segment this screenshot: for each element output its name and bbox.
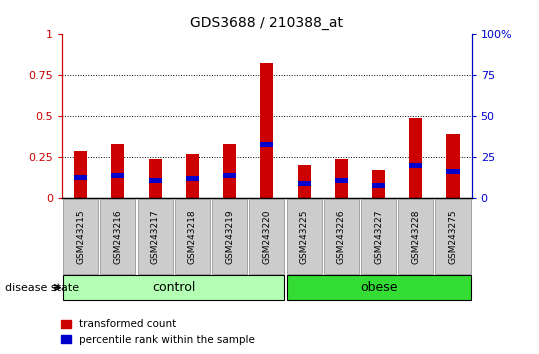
Text: GSM243219: GSM243219 (225, 209, 234, 264)
Text: GSM243220: GSM243220 (262, 209, 271, 263)
Bar (149, 178, 162, 183)
Text: GSM243217: GSM243217 (150, 209, 160, 264)
Bar (298, 165, 310, 198)
Text: GSM243228: GSM243228 (411, 209, 420, 263)
Bar (149, 159, 162, 198)
Bar (298, 181, 310, 186)
Text: control: control (152, 281, 196, 294)
Text: disease state: disease state (5, 282, 80, 293)
Bar (223, 173, 236, 178)
Bar (74, 150, 87, 198)
Text: GSM243218: GSM243218 (188, 209, 197, 264)
Text: GSM243227: GSM243227 (374, 209, 383, 263)
Text: GSM243225: GSM243225 (300, 209, 308, 263)
Text: GSM243215: GSM243215 (76, 209, 85, 264)
Bar (409, 118, 422, 198)
Bar (186, 176, 199, 181)
Legend: transformed count, percentile rank within the sample: transformed count, percentile rank withi… (57, 315, 259, 349)
Text: GSM243216: GSM243216 (113, 209, 122, 264)
Bar (223, 144, 236, 198)
Bar (112, 173, 125, 178)
Bar (335, 159, 348, 198)
Bar (446, 134, 460, 198)
Bar (372, 170, 385, 198)
Title: GDS3688 / 210388_at: GDS3688 / 210388_at (190, 16, 343, 30)
Text: GSM243226: GSM243226 (337, 209, 346, 263)
Bar (260, 142, 273, 147)
Bar (446, 169, 460, 174)
Bar (186, 154, 199, 198)
Bar (372, 183, 385, 188)
Text: obese: obese (360, 281, 397, 294)
Text: GSM243275: GSM243275 (448, 209, 458, 264)
Bar (335, 178, 348, 183)
Bar (74, 175, 87, 180)
Bar (112, 144, 125, 198)
Bar (409, 162, 422, 167)
Bar (260, 63, 273, 198)
